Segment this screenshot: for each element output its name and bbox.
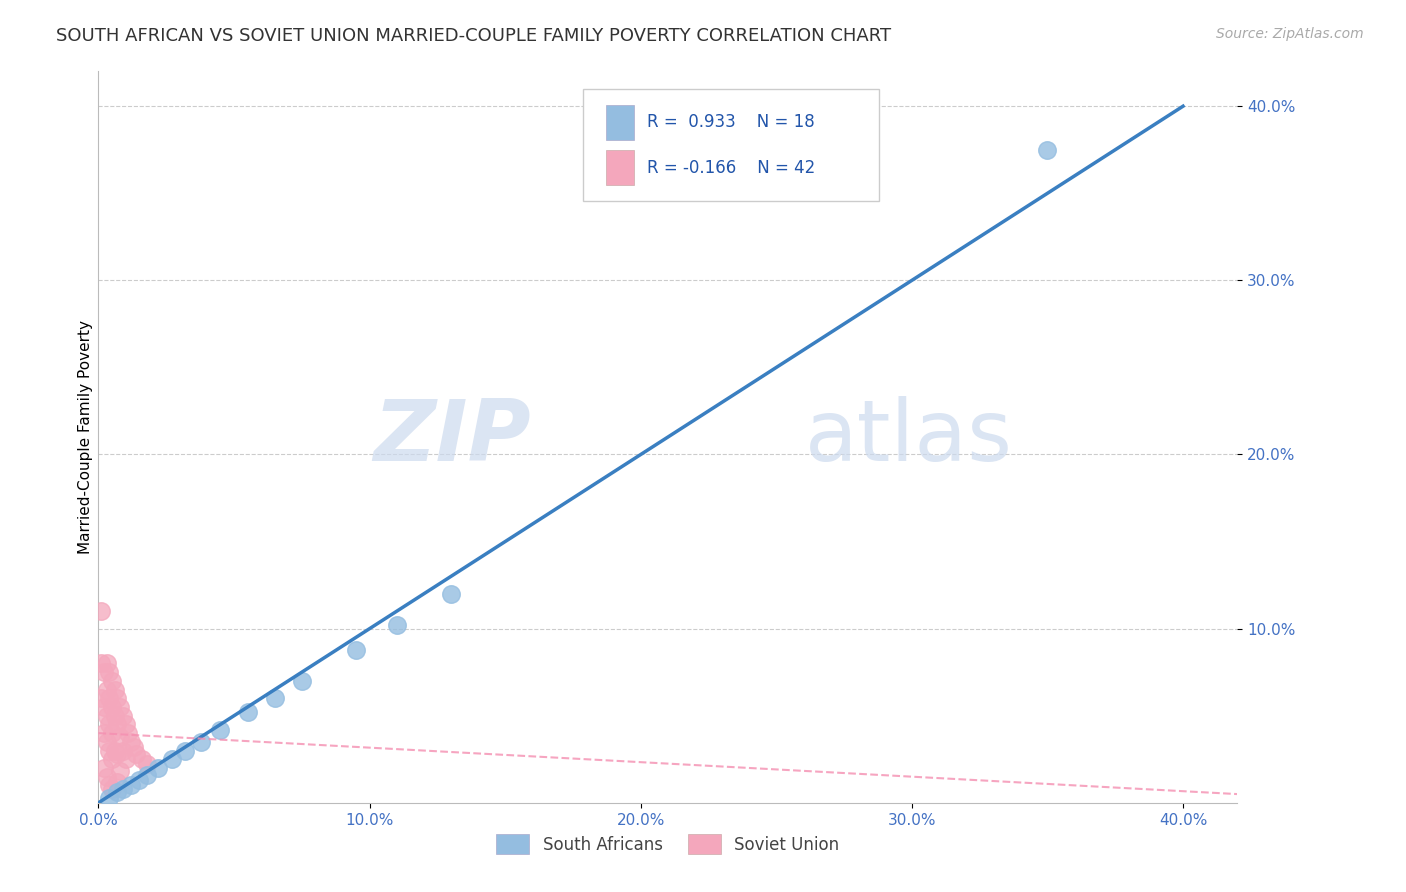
Point (107, 691, 129, 706)
Point (114, 717, 136, 731)
Point (107, 775, 129, 789)
Point (104, 743, 127, 757)
Point (107, 785, 129, 799)
Point (291, 673, 314, 688)
Point (93, 665, 115, 680)
Point (96, 770, 118, 784)
Point (98, 691, 121, 706)
Text: Source: ZipAtlas.com: Source: ZipAtlas.com (1216, 27, 1364, 41)
Point (108, 700, 131, 714)
Point (440, 587, 463, 601)
Point (107, 717, 129, 731)
Point (120, 735, 142, 749)
Point (111, 743, 134, 757)
Point (93, 761, 115, 775)
Point (104, 708, 127, 723)
Point (122, 740, 145, 755)
Point (209, 723, 232, 737)
Point (96, 708, 118, 723)
Point (101, 781, 124, 796)
Point (111, 708, 134, 723)
Point (120, 778, 142, 792)
Text: R =  0.933    N = 18: R = 0.933 N = 18 (647, 113, 814, 131)
Point (98, 743, 121, 757)
Point (131, 752, 153, 766)
Point (117, 726, 139, 740)
Point (108, 730, 131, 744)
Point (236, 705, 259, 719)
Point (1036, 143, 1059, 157)
Point (136, 757, 159, 772)
Point (98, 790, 121, 805)
Point (101, 726, 124, 740)
Y-axis label: Married-Couple Family Poverty: Married-Couple Family Poverty (77, 320, 93, 554)
Point (111, 781, 134, 796)
Point (128, 773, 150, 788)
Point (96, 657, 118, 671)
Point (108, 764, 131, 779)
Point (98, 665, 121, 680)
Point (160, 752, 183, 766)
Point (263, 691, 285, 706)
Point (125, 747, 148, 761)
Point (104, 682, 127, 697)
Point (98, 717, 121, 731)
Point (93, 700, 115, 714)
Point (90, 604, 112, 618)
Point (93, 726, 115, 740)
Point (98, 778, 121, 792)
Point (107, 747, 129, 761)
Text: atlas: atlas (804, 395, 1012, 479)
Point (114, 752, 136, 766)
Point (101, 752, 124, 766)
Text: R = -0.166    N = 42: R = -0.166 N = 42 (647, 159, 815, 177)
Point (136, 768, 159, 782)
Text: SOUTH AFRICAN VS SOVIET UNION MARRIED-COUPLE FAMILY POVERTY CORRELATION CHART: SOUTH AFRICAN VS SOVIET UNION MARRIED-CO… (56, 27, 891, 45)
Point (344, 642, 367, 657)
Point (96, 682, 118, 697)
Point (174, 743, 197, 757)
Text: ZIP: ZIP (374, 395, 531, 479)
Point (90, 691, 112, 706)
Point (96, 735, 118, 749)
Point (90, 657, 112, 671)
Legend: South Africans, Soviet Union: South Africans, Soviet Union (489, 828, 846, 860)
Point (190, 735, 212, 749)
Point (385, 618, 408, 632)
Point (101, 700, 124, 714)
Point (101, 673, 124, 688)
Point (146, 761, 169, 775)
